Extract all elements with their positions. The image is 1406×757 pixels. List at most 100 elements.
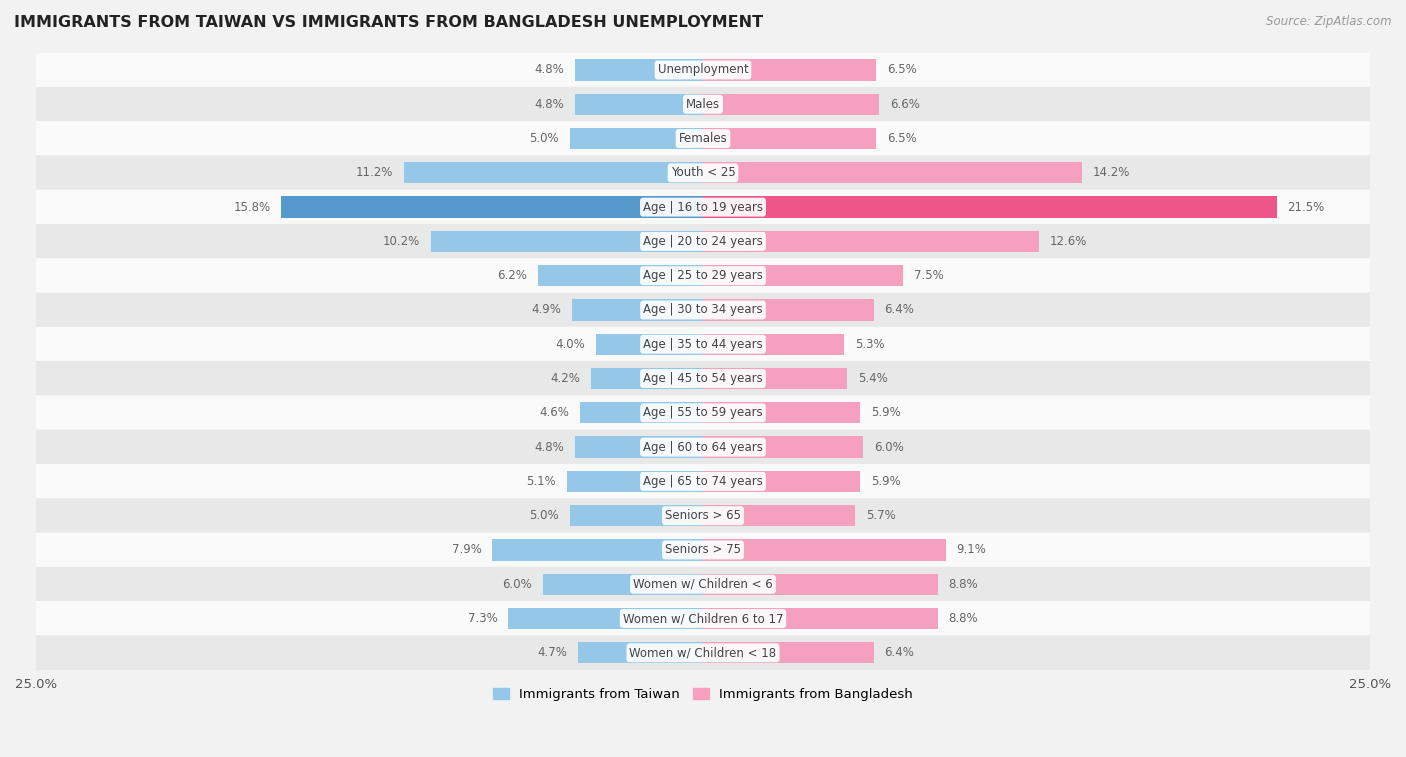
Text: 4.9%: 4.9% [531, 304, 561, 316]
FancyBboxPatch shape [35, 635, 1371, 670]
Text: Women w/ Children < 6: Women w/ Children < 6 [633, 578, 773, 590]
Text: 15.8%: 15.8% [233, 201, 271, 213]
FancyBboxPatch shape [35, 601, 1371, 636]
Text: 7.9%: 7.9% [451, 544, 482, 556]
Text: 4.6%: 4.6% [540, 407, 569, 419]
Bar [703, 265, 903, 286]
Bar [572, 299, 703, 321]
FancyBboxPatch shape [35, 258, 1371, 293]
Text: 5.3%: 5.3% [855, 338, 884, 350]
FancyBboxPatch shape [35, 532, 1371, 568]
Text: 5.9%: 5.9% [872, 475, 901, 488]
Text: 7.5%: 7.5% [914, 269, 943, 282]
Bar [703, 539, 946, 561]
Bar [404, 162, 703, 183]
Text: 4.7%: 4.7% [537, 646, 567, 659]
Text: Age | 35 to 44 years: Age | 35 to 44 years [643, 338, 763, 350]
Legend: Immigrants from Taiwan, Immigrants from Bangladesh: Immigrants from Taiwan, Immigrants from … [488, 683, 918, 706]
Bar [703, 402, 860, 423]
FancyBboxPatch shape [35, 87, 1371, 122]
Bar [703, 231, 1039, 252]
Bar [575, 59, 703, 80]
Text: 6.4%: 6.4% [884, 304, 914, 316]
FancyBboxPatch shape [35, 155, 1371, 190]
Text: Age | 65 to 74 years: Age | 65 to 74 years [643, 475, 763, 488]
Text: 6.2%: 6.2% [498, 269, 527, 282]
Text: Females: Females [679, 132, 727, 145]
Text: 5.7%: 5.7% [866, 509, 896, 522]
Bar [578, 642, 703, 663]
FancyBboxPatch shape [35, 498, 1371, 533]
Bar [703, 368, 846, 389]
Text: 7.3%: 7.3% [468, 612, 498, 625]
Bar [575, 437, 703, 458]
Bar [567, 471, 703, 492]
Text: Seniors > 65: Seniors > 65 [665, 509, 741, 522]
Text: Women w/ Children < 18: Women w/ Children < 18 [630, 646, 776, 659]
Bar [569, 505, 703, 526]
Bar [703, 574, 938, 595]
Text: 6.5%: 6.5% [887, 132, 917, 145]
Text: Youth < 25: Youth < 25 [671, 167, 735, 179]
Text: 4.2%: 4.2% [550, 372, 581, 385]
Text: 6.4%: 6.4% [884, 646, 914, 659]
FancyBboxPatch shape [35, 121, 1371, 156]
Text: 6.6%: 6.6% [890, 98, 920, 111]
Bar [581, 402, 703, 423]
Text: 11.2%: 11.2% [356, 167, 394, 179]
Text: 4.8%: 4.8% [534, 98, 564, 111]
Bar [703, 471, 860, 492]
Text: Source: ZipAtlas.com: Source: ZipAtlas.com [1267, 15, 1392, 28]
Bar [543, 574, 703, 595]
Bar [703, 94, 879, 115]
Bar [591, 368, 703, 389]
Text: 6.0%: 6.0% [873, 441, 904, 453]
Text: 10.2%: 10.2% [382, 235, 420, 248]
Text: Age | 20 to 24 years: Age | 20 to 24 years [643, 235, 763, 248]
FancyBboxPatch shape [35, 395, 1371, 430]
Text: 5.0%: 5.0% [529, 509, 560, 522]
Text: Males: Males [686, 98, 720, 111]
Text: 4.8%: 4.8% [534, 64, 564, 76]
Text: 5.9%: 5.9% [872, 407, 901, 419]
Text: Age | 60 to 64 years: Age | 60 to 64 years [643, 441, 763, 453]
FancyBboxPatch shape [35, 464, 1371, 499]
Text: Unemployment: Unemployment [658, 64, 748, 76]
Text: 9.1%: 9.1% [956, 544, 987, 556]
Bar [596, 334, 703, 355]
Bar [703, 128, 876, 149]
Text: Seniors > 75: Seniors > 75 [665, 544, 741, 556]
Bar [569, 128, 703, 149]
FancyBboxPatch shape [35, 190, 1371, 225]
Bar [703, 59, 876, 80]
Text: 4.0%: 4.0% [555, 338, 586, 350]
Bar [703, 299, 873, 321]
Text: 4.8%: 4.8% [534, 441, 564, 453]
Bar [703, 334, 845, 355]
Text: Age | 30 to 34 years: Age | 30 to 34 years [643, 304, 763, 316]
FancyBboxPatch shape [35, 361, 1371, 396]
Text: 21.5%: 21.5% [1288, 201, 1324, 213]
Text: 8.8%: 8.8% [949, 612, 979, 625]
Text: 12.6%: 12.6% [1050, 235, 1087, 248]
Text: Age | 45 to 54 years: Age | 45 to 54 years [643, 372, 763, 385]
Text: 5.1%: 5.1% [526, 475, 557, 488]
Bar [703, 197, 1277, 218]
Bar [703, 162, 1081, 183]
Bar [508, 608, 703, 629]
Bar [537, 265, 703, 286]
Text: 14.2%: 14.2% [1092, 167, 1130, 179]
Text: IMMIGRANTS FROM TAIWAN VS IMMIGRANTS FROM BANGLADESH UNEMPLOYMENT: IMMIGRANTS FROM TAIWAN VS IMMIGRANTS FRO… [14, 15, 763, 30]
Bar [703, 437, 863, 458]
Text: Age | 55 to 59 years: Age | 55 to 59 years [643, 407, 763, 419]
FancyBboxPatch shape [35, 224, 1371, 259]
Text: 5.0%: 5.0% [529, 132, 560, 145]
FancyBboxPatch shape [35, 52, 1371, 88]
FancyBboxPatch shape [35, 430, 1371, 465]
Bar [281, 197, 703, 218]
Text: 5.4%: 5.4% [858, 372, 887, 385]
Bar [430, 231, 703, 252]
Text: Age | 16 to 19 years: Age | 16 to 19 years [643, 201, 763, 213]
FancyBboxPatch shape [35, 292, 1371, 328]
Text: Women w/ Children 6 to 17: Women w/ Children 6 to 17 [623, 612, 783, 625]
